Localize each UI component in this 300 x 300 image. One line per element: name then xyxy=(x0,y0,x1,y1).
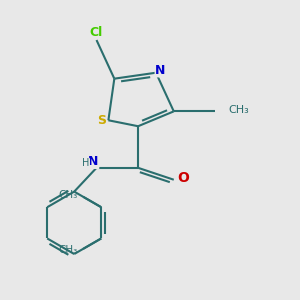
Text: CH₃: CH₃ xyxy=(229,105,250,115)
Text: S: S xyxy=(97,114,106,127)
Text: H: H xyxy=(82,158,90,168)
Text: Cl: Cl xyxy=(90,26,103,39)
Text: CH₃: CH₃ xyxy=(58,190,77,200)
Text: O: O xyxy=(177,171,189,185)
Text: CH₃: CH₃ xyxy=(58,245,77,255)
Text: N: N xyxy=(88,155,99,168)
Text: N: N xyxy=(155,64,166,77)
